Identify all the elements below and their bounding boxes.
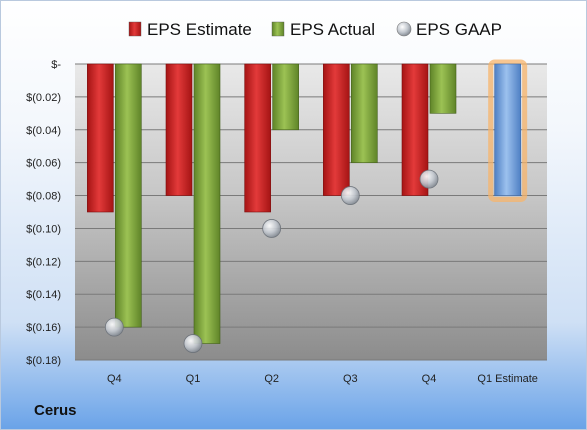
legend-label: EPS GAAP [416,20,502,39]
y-tick-label: $(0.04) [26,125,61,137]
y-tick-label: $(0.12) [26,256,61,268]
bar-eps-estimate [244,63,271,213]
bar-eps-actual [272,63,299,131]
x-tick-label: Q2 [264,373,279,385]
x-tick-label: Q1 [186,373,201,385]
legend-label: EPS Estimate [147,20,252,39]
gaap-marker [262,219,282,238]
bars [87,59,528,344]
estimate-highlight [488,59,528,203]
gaap-marker [104,317,124,337]
legend-label: EPS Actual [290,20,375,39]
gaap-marker [340,186,360,205]
x-tick-label: Q4 [422,373,437,385]
x-tick-label: Q4 [107,373,122,385]
legend-swatch [271,21,285,37]
gaap-marker [419,169,439,189]
y-tick-label: $(0.14) [26,289,61,301]
bar-eps-actual [193,63,221,344]
legend-swatch [128,21,142,37]
company-name: Cerus [34,402,77,419]
y-tick-label: $- [51,59,61,71]
legend-swatch [396,21,412,37]
x-axis: Q4 Q1 Q2 Q3 Q4 Q1 Estimate [107,373,538,385]
y-tick-label: $(0.10) [26,223,61,235]
bar-eps-estimate [87,63,114,213]
x-tick-label: Q3 [343,373,358,385]
y-tick-label: $(0.08) [26,191,61,203]
bar-eps-actual [351,63,378,163]
gaap-marker [183,334,203,353]
gaap-markers [104,169,439,353]
y-tick-label: $(0.16) [26,322,61,334]
bar-eps-estimate-future [494,63,521,196]
plot-area [75,64,547,360]
bar-eps-actual [115,63,142,328]
bar-eps-actual [429,63,457,114]
y-tick-label: $(0.06) [26,158,61,170]
x-tick-label: Q1 Estimate [477,373,538,385]
legend: EPS Estimate EPS Actual EPS GAAP [128,20,502,39]
y-tick-label: $(0.02) [26,92,61,104]
y-tick-label: $(0.18) [26,355,61,367]
gridlines [75,63,547,361]
y-axis: $- $(0.02) $(0.04) $(0.06) $(0.08) $(0.10) $(0… [26,59,61,367]
bar-eps-estimate [323,63,350,196]
bar-eps-estimate [165,63,193,196]
